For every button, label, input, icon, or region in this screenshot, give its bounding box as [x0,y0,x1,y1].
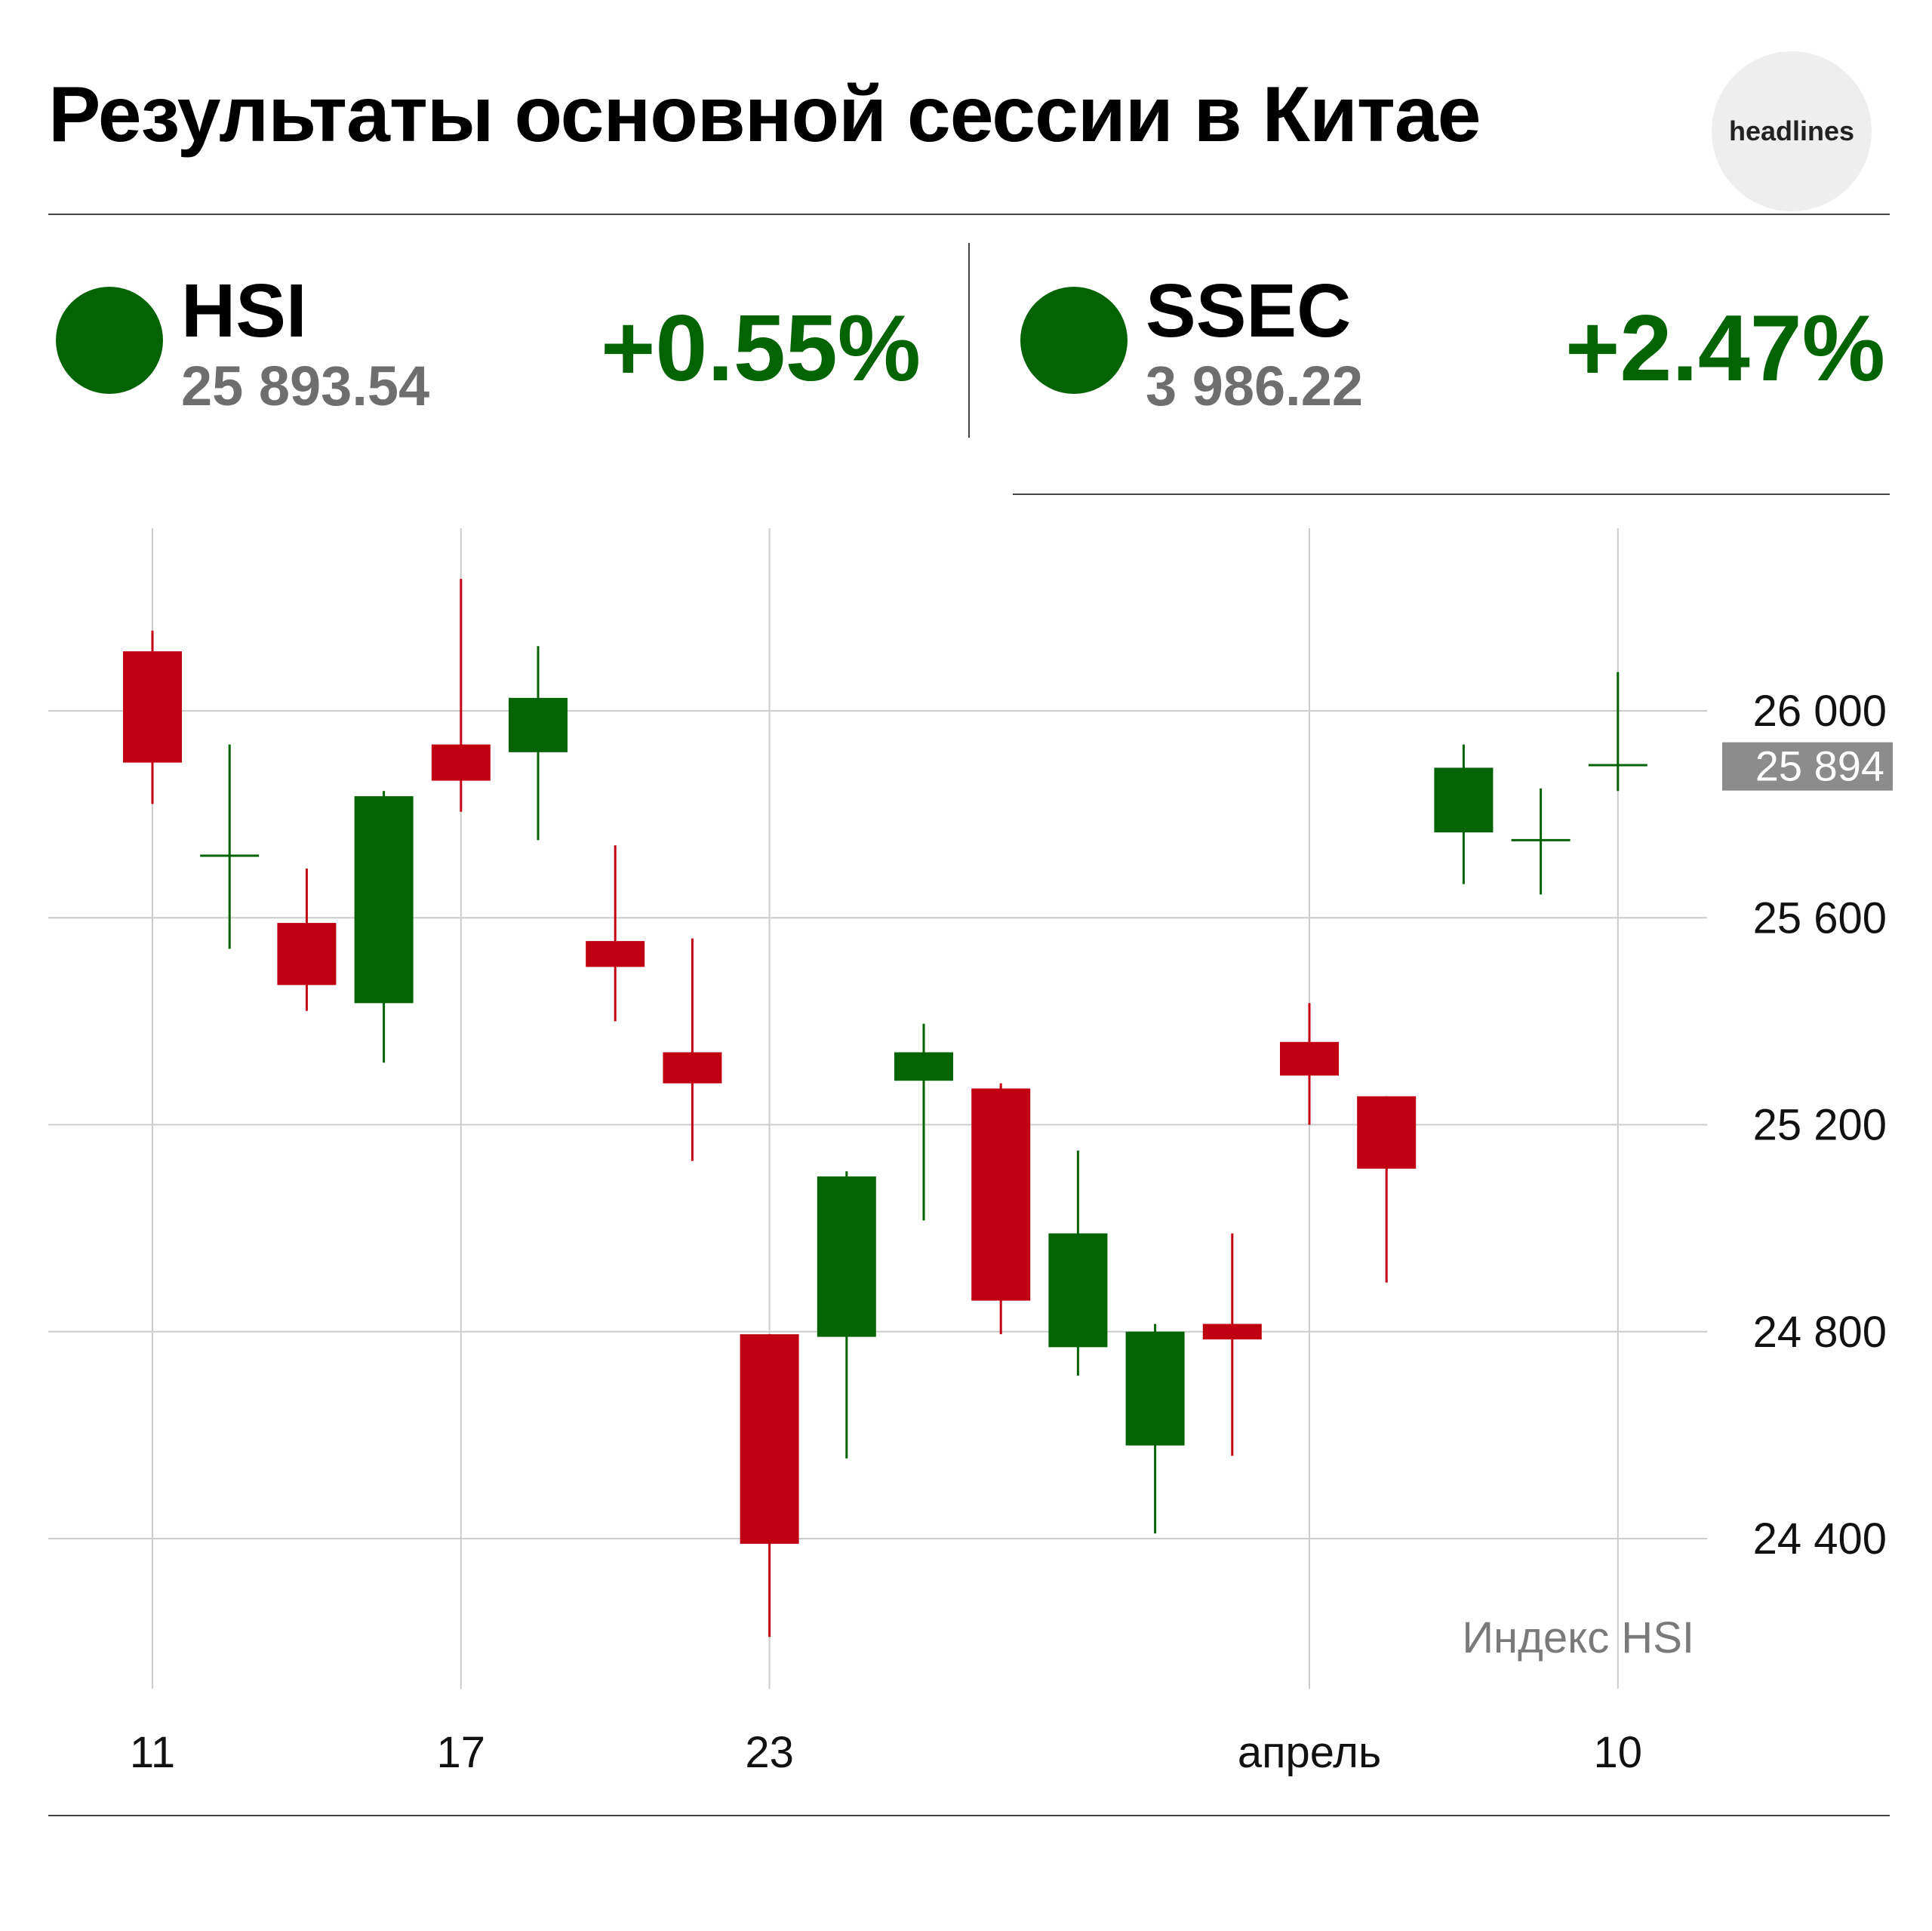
y-tick-label: 25 600 [1753,893,1887,942]
ssec-value: 3 986.22 [1146,355,1364,417]
candle-body [817,1176,876,1337]
hsi-status-dot [56,287,163,394]
x-tick-label: 23 [745,1728,794,1777]
y-tick-label: 24 800 [1753,1308,1887,1357]
candle-body [123,651,182,763]
headlines-logo: headlines [1712,51,1872,211]
last-price-badge [1722,742,1893,791]
candle-body [1125,1331,1185,1446]
last-price-label: 25 894 [1755,743,1884,790]
candle-body [509,697,568,752]
ssec-status-dot [1020,287,1128,394]
candle-body [1202,1324,1262,1340]
x-tick-label: апрель [1238,1728,1381,1777]
candle-body [1434,767,1494,833]
candle-body [663,1052,722,1084]
candle-body [1048,1233,1108,1348]
top-divider [48,214,1890,215]
y-tick-label: 24 400 [1753,1514,1887,1564]
candle-body [431,744,491,781]
hsi-value: 25 893.54 [181,355,430,417]
index-divider [968,243,970,438]
page-title: Результаты основной сессии в Китае [48,71,1481,158]
y-tick-label: 25 200 [1753,1101,1887,1150]
candle-body [1357,1096,1417,1169]
candle-body [1280,1041,1339,1076]
candle-body [971,1088,1031,1301]
x-tick-label: 17 [437,1728,486,1777]
chart-note: Индекс HSI [1462,1613,1694,1662]
y-tick-label: 26 000 [1753,687,1887,736]
x-tick-label: 10 [1594,1728,1643,1777]
candle-body [277,923,337,985]
candle-body [586,941,645,967]
x-tick-label: 11 [130,1728,175,1777]
ssec-name: SSEC [1146,269,1352,353]
hsi-name: HSI [181,269,307,353]
ssec-change: +2.47% [1564,297,1885,401]
summary-divider [1013,494,1890,495]
bottom-divider [48,1815,1890,1816]
candle-body [894,1052,953,1081]
candle-body [740,1334,799,1544]
hsi-change: +0.55% [600,297,921,401]
candle-body [354,796,414,1004]
